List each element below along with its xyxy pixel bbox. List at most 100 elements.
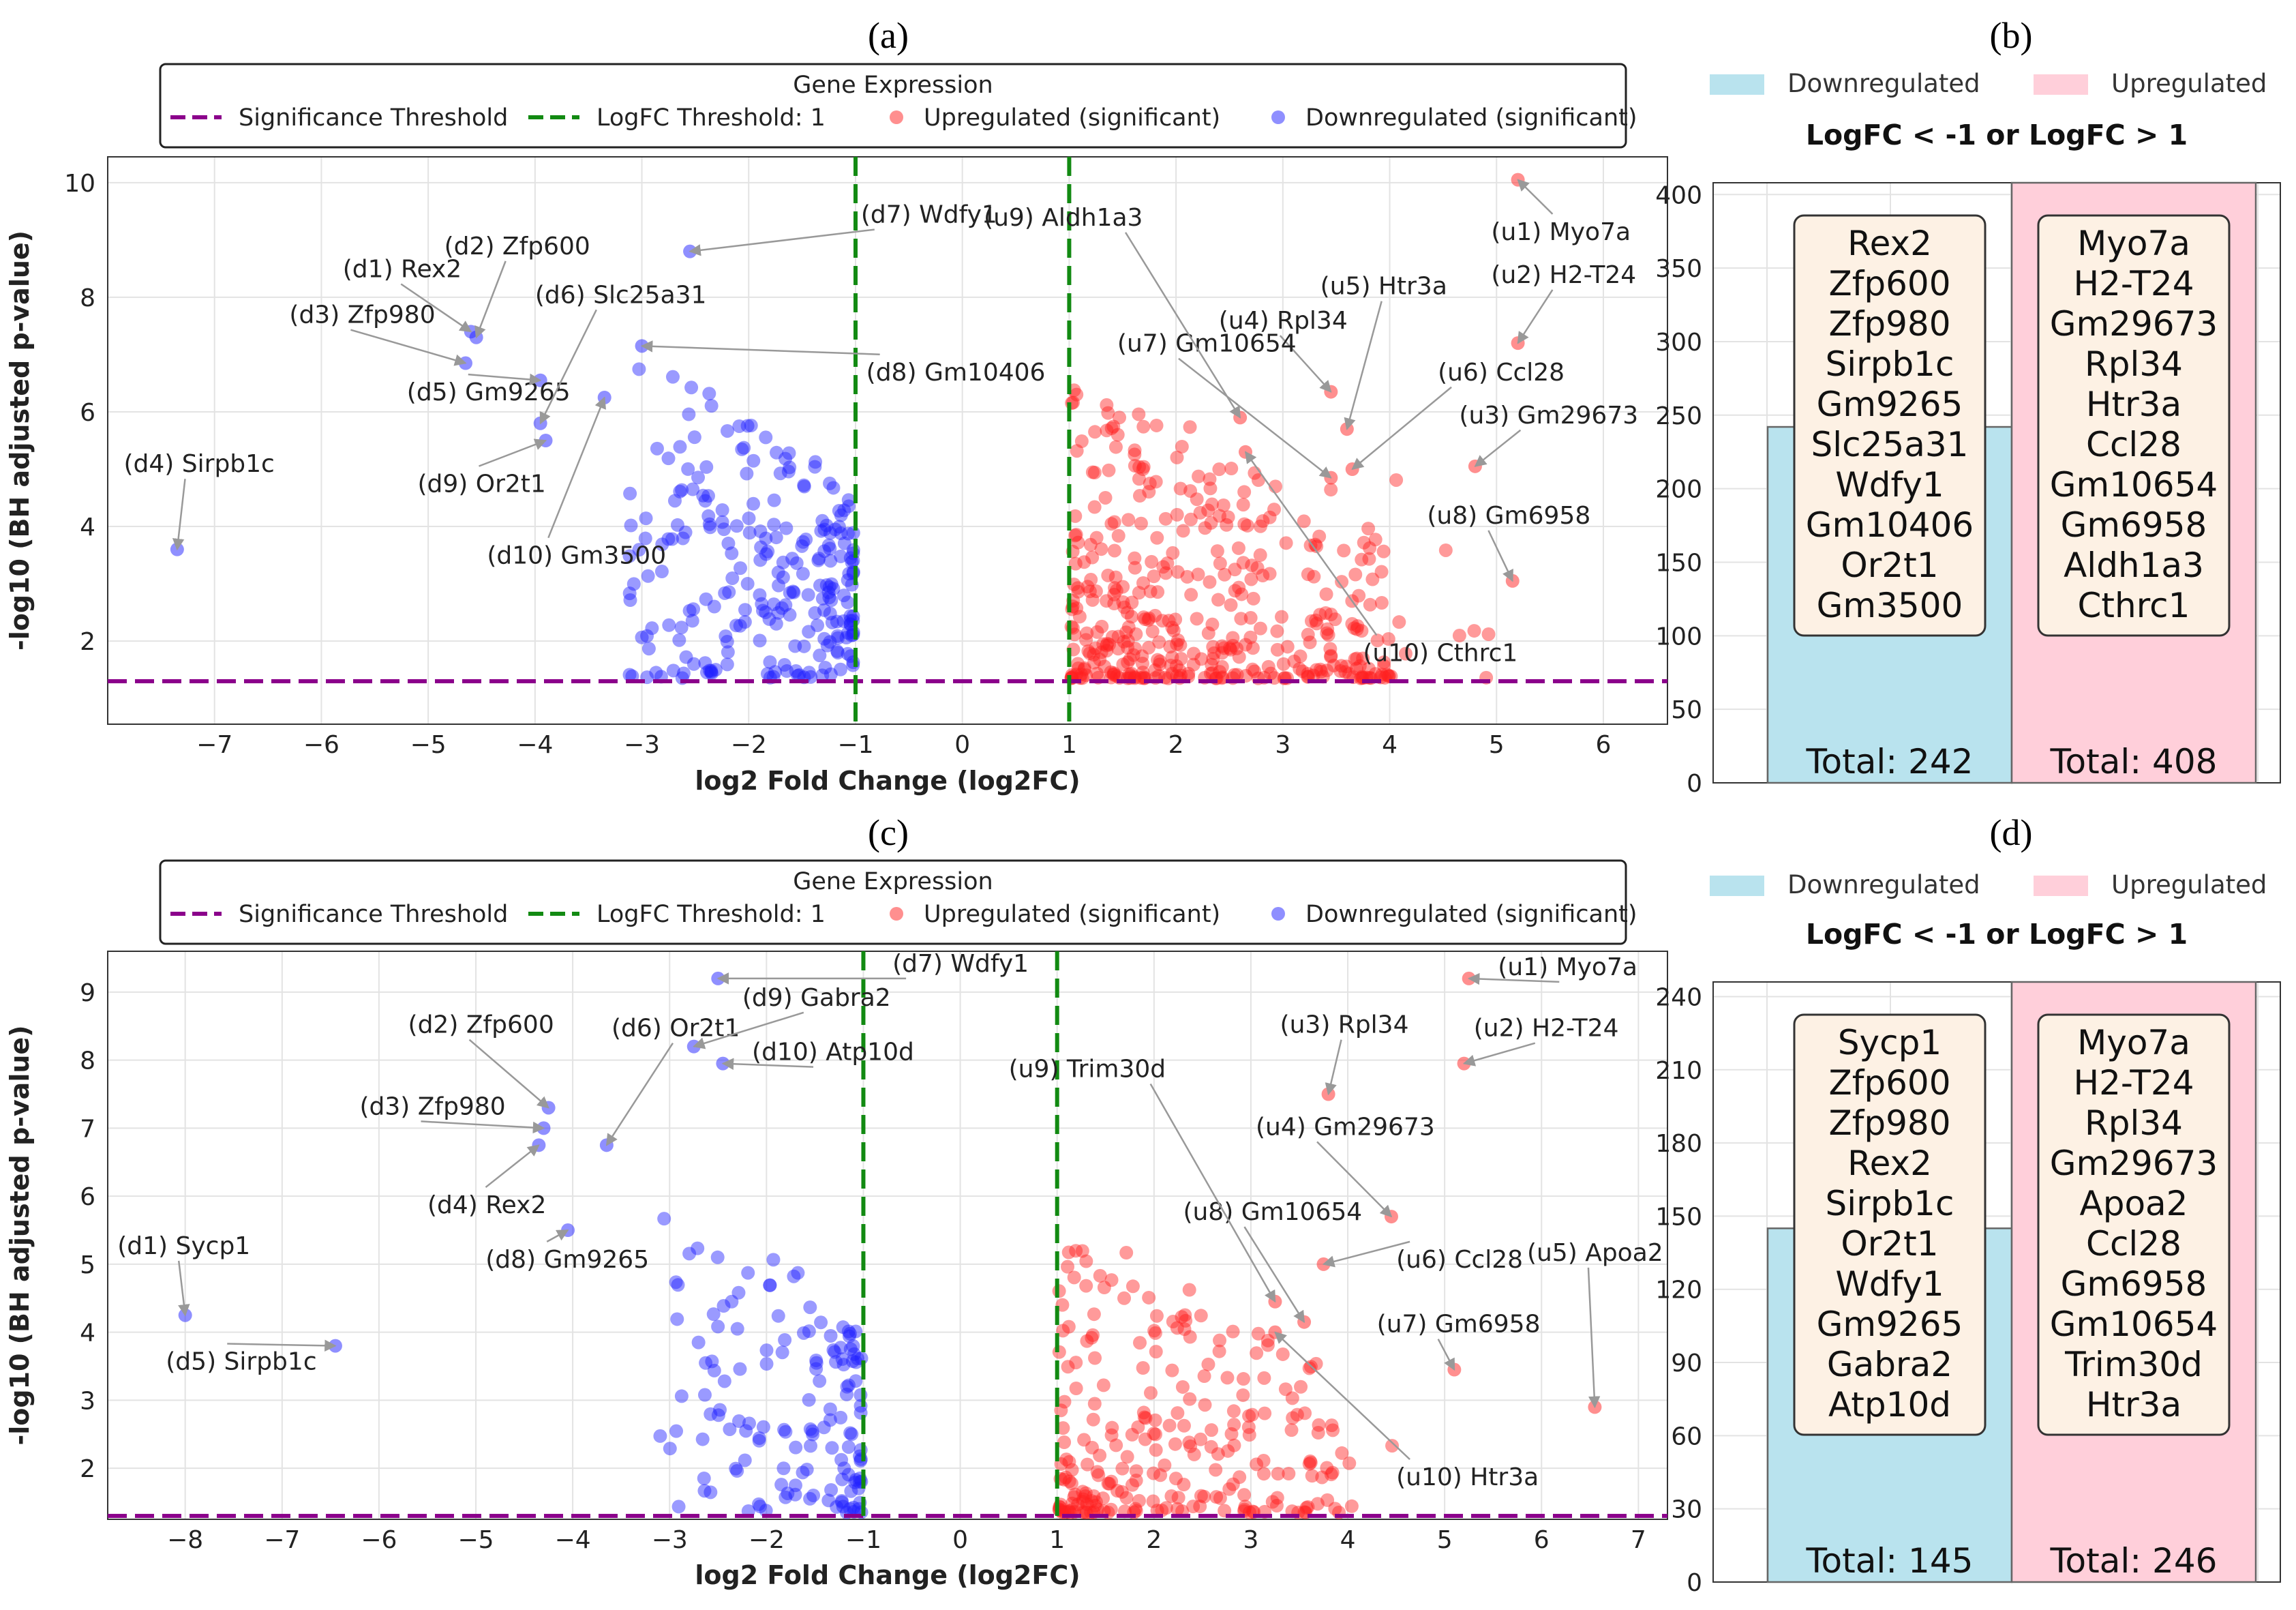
upregulated-point [1227,1438,1241,1452]
downregulated-point [691,471,706,485]
upregulated-point [1136,1361,1150,1375]
y-tick-label: 180 [1655,1130,1702,1158]
downregulated-point [697,1388,712,1402]
upregulated-point [1327,658,1341,672]
downregulated-point [720,423,734,438]
downregulated-point [740,466,754,481]
upregulated-point [1256,514,1270,528]
upregulated-point [1067,1490,1081,1504]
downregulated-point [711,1408,725,1422]
upregulated-point [1109,584,1123,598]
upregulated-point [1187,1447,1201,1461]
downregulated-point [824,1482,839,1497]
downregulated-point [755,597,769,611]
upregulated-point [1163,640,1177,654]
upregulated-point [1122,667,1136,681]
upregulated-point [1368,667,1383,681]
upregulated-point [1100,423,1114,438]
downregulated-point [733,1362,747,1376]
gene-list-item: Sirpb1c [1826,1184,1954,1223]
upregulated-point [1120,1450,1134,1464]
downregulated-point [824,667,838,681]
downregulated-point [843,1326,857,1341]
upregulated-point [1087,500,1102,514]
downregulated-point [638,531,652,546]
upregulated-point [1355,552,1369,567]
upregulated-point [1121,655,1135,670]
upregulated-point [1165,1363,1179,1377]
gene-list-box [2037,214,2231,637]
downregulated-point [845,1354,860,1369]
annotation-label: (u7) Gm10654 [1117,330,1297,358]
downregulated-point [704,399,719,413]
upregulated-point [1177,1418,1191,1433]
upregulated-point [1238,1500,1252,1514]
upregulated-point [1237,485,1252,499]
gene-list-item: Apoa2 [2080,1184,2188,1223]
downregulated-point [797,478,811,492]
annotation-label: (d3) Zfp980 [289,301,435,329]
downregulated-point [843,1426,858,1440]
gene-annotations: (d1) Sycp1 (d2) Zfp600 (d3) Zfp980 (d4) Rex… [117,950,1663,1491]
downregulated-point [812,552,826,566]
annotation-label: (u5) Htr3a [1320,273,1447,301]
downregulated-point [732,419,746,433]
upregulated-point [1129,1464,1143,1478]
downregulated-point [805,1424,819,1438]
downregulated-point [756,603,770,618]
upregulated-point [1096,1378,1111,1392]
x-tick-label: −3 [652,1526,688,1554]
upregulated-point [1226,631,1240,645]
upregulated-point [1076,1485,1090,1499]
downregulated-point [752,1433,766,1448]
legend-up-swatch [2034,74,2088,95]
x-tick-label: 2 [1146,1526,1162,1554]
upregulated-point [1376,544,1391,558]
upregulated-point [1191,567,1205,582]
upregulated-point [1217,641,1231,655]
legend-box [159,859,1627,945]
downregulated-point [704,665,719,679]
y-tick-label: 3 [80,1387,95,1415]
upregulated-point [1224,598,1238,612]
downregulated-point [718,586,732,600]
upregulated-point [1166,546,1180,560]
upregulated-point [1257,1371,1271,1385]
downregulated-point [632,362,646,376]
upregulated-point [1085,550,1100,565]
upregulated-point [1224,642,1238,657]
gene-list-item: Or2t1 [1841,546,1938,585]
upregulated-point [1069,1382,1083,1396]
downregulated-point [797,479,811,494]
downregulated-point [623,593,637,608]
upregulated-point [1324,1467,1338,1482]
upregulated-point [1175,1310,1189,1324]
upregulated-point [1377,659,1391,673]
upregulated-point [1334,659,1348,673]
downregulated-point [754,540,768,554]
upregulated-point [1253,519,1267,533]
downregulated-point [782,446,796,460]
upregulated-point [1087,648,1101,662]
panel-label: (c) [868,812,909,853]
upregulated-point [1197,1489,1211,1504]
x-axis-label: log2 Fold Change (log2FC) [695,766,1080,796]
upregulated-point [1227,1418,1241,1432]
downregulated-point [669,1275,683,1290]
upregulated-point [1088,1498,1102,1512]
upregulated-point [1142,611,1156,625]
upregulated-point [1070,444,1084,458]
legend-up-swatch [2034,876,2088,896]
downregulated-point [780,664,794,679]
downregulated-point [737,441,751,455]
downregulated-point [796,535,811,549]
upregulated-point [1236,498,1250,512]
downregulated-point [777,1422,791,1437]
upregulated-point [1069,1244,1083,1258]
upregulated-point [1204,1440,1218,1454]
upregulated-point [1104,665,1118,679]
upregulated-point [1078,1486,1093,1500]
downregulated-point [715,503,729,518]
upregulated-point [1136,1405,1151,1420]
gene-list-item: Sycp1 [1838,1023,1942,1062]
